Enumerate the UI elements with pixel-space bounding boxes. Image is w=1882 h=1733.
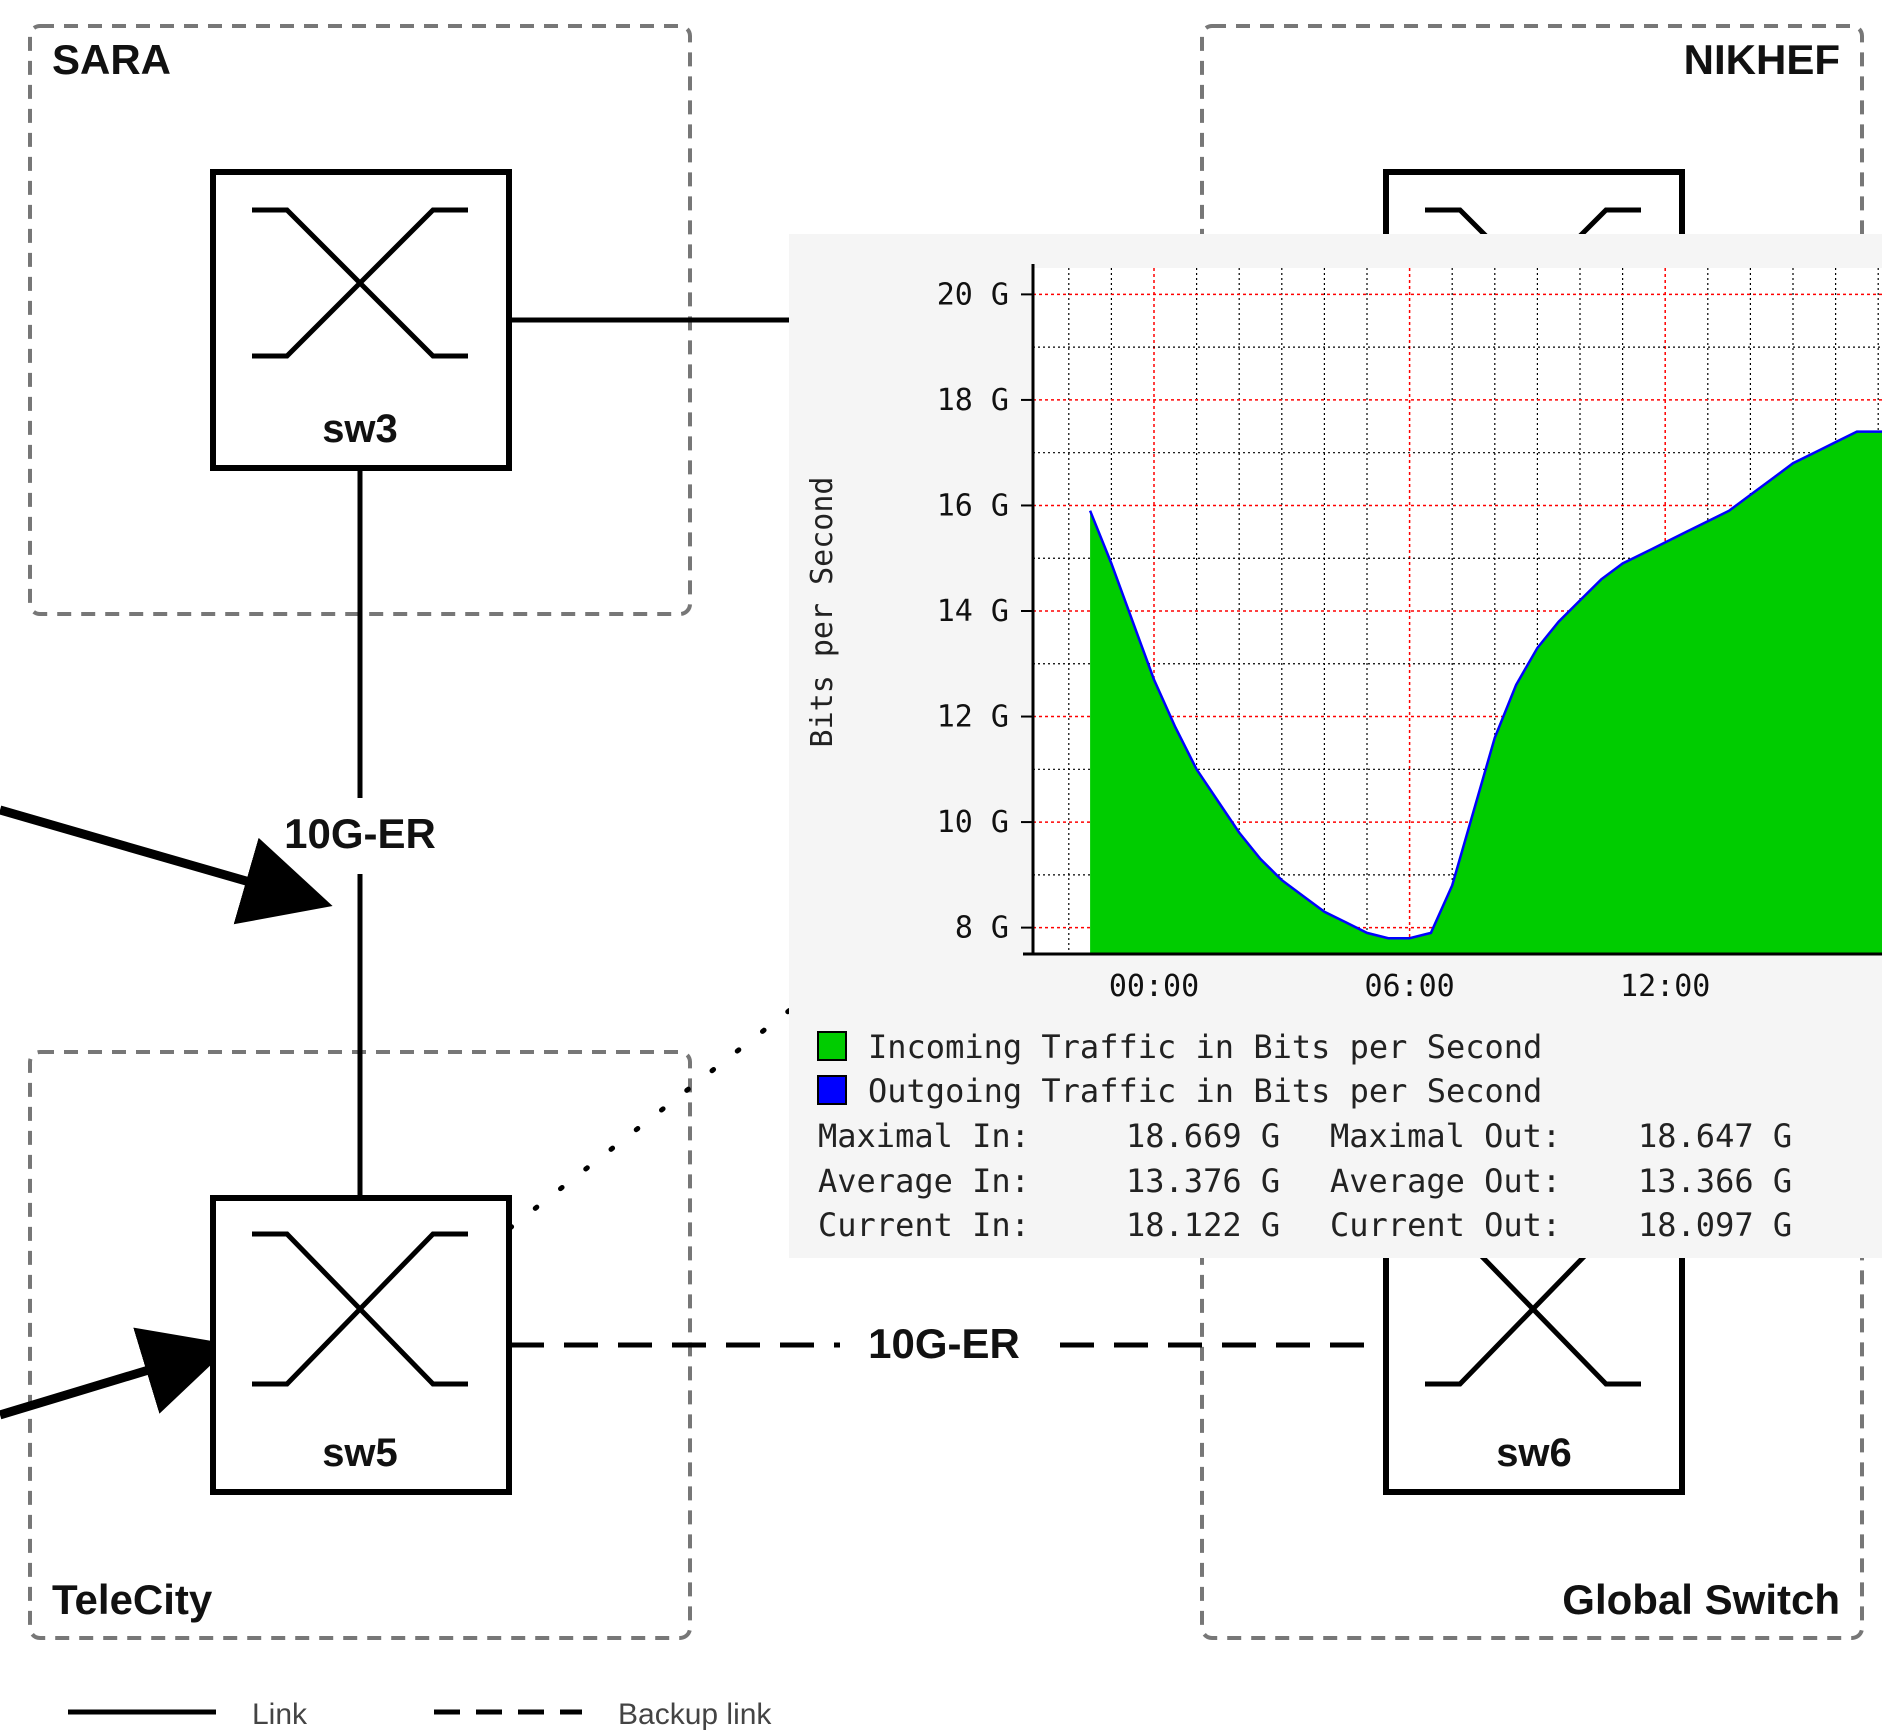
backup-link-label-10g-er: 10G-ER — [868, 1320, 1020, 1367]
cur-out-label: Current Out: — [1330, 1206, 1561, 1244]
switch-label-sw6: sw6 — [1496, 1431, 1572, 1475]
site-label-sara: SARA — [52, 36, 171, 83]
y-tick-label: 10 G — [937, 805, 1009, 840]
incoming-legend-label: Incoming Traffic in Bits per Second — [868, 1028, 1542, 1066]
max-out-label: Maximal Out: — [1330, 1117, 1561, 1155]
cur-out-value: 18.097 G — [1638, 1206, 1792, 1244]
y-tick-label: 8 G — [955, 911, 1009, 946]
y-axis-label: Bits per Second — [805, 477, 840, 748]
avg-in-label: Average In: — [818, 1162, 1030, 1200]
y-tick-label: 12 G — [937, 700, 1009, 735]
graph-axes — [1023, 264, 1882, 956]
outgoing-traffic-line — [1088, 430, 1882, 940]
switch-sw5[interactable]: sw5 — [210, 1195, 512, 1495]
switch-icon — [252, 207, 468, 359]
switch-icon — [252, 1231, 468, 1387]
link-label-10g-er: 10G-ER — [284, 810, 436, 857]
max-out-value: 18.647 G — [1638, 1117, 1792, 1155]
avg-out-value: 13.366 G — [1638, 1162, 1792, 1200]
incoming-traffic-area — [1090, 431, 1882, 955]
x-tick-label: 06:00 — [1364, 969, 1454, 1004]
graph-area — [1088, 430, 1882, 955]
incoming-arrow-lower — [0, 1327, 233, 1420]
site-label-telecity: TeleCity — [52, 1576, 213, 1623]
max-in-label: Maximal In: — [818, 1117, 1030, 1155]
y-tick-label: 18 G — [937, 383, 1009, 418]
legend-backup-label: Backup link — [618, 1698, 772, 1731]
max-in-value: 18.669 G — [1126, 1117, 1280, 1155]
y-tick-label: 16 G — [937, 488, 1009, 523]
x-tick-label: 12:00 — [1620, 969, 1710, 1004]
site-label-global-switch: Global Switch — [1562, 1576, 1840, 1623]
outgoing-legend-label: Outgoing Traffic in Bits per Second — [868, 1072, 1542, 1110]
dotted-link-sw5-to-nikhef — [507, 1007, 793, 1231]
y-tick-labels: 8 G 10 G 12 G 14 G 16 G 18 G 20 G — [937, 277, 1033, 946]
switch-label-sw5: sw5 — [322, 1431, 398, 1475]
incoming-swatch — [817, 1031, 847, 1061]
legend-link-label: Link — [252, 1698, 308, 1731]
traffic-graph-panel: 8 G 10 G 12 G 14 G 16 G 18 G 20 G 00:00 06:00 12… — [789, 234, 1882, 1258]
switch-label-sw3: sw3 — [322, 407, 398, 451]
cur-in-label: Current In: — [818, 1206, 1030, 1244]
outgoing-swatch — [817, 1075, 847, 1105]
avg-out-label: Average Out: — [1330, 1162, 1561, 1200]
x-tick-label: 00:00 — [1109, 969, 1199, 1004]
y-tick-label: 14 G — [937, 594, 1009, 629]
switch-sw3[interactable]: sw3 — [210, 169, 512, 471]
cur-in-value: 18.122 G — [1126, 1206, 1280, 1244]
incoming-arrow-upper — [0, 805, 333, 925]
y-tick-label: 20 G — [937, 277, 1009, 312]
site-label-nikhef: NIKHEF — [1684, 36, 1840, 83]
avg-in-value: 13.376 G — [1126, 1162, 1280, 1200]
